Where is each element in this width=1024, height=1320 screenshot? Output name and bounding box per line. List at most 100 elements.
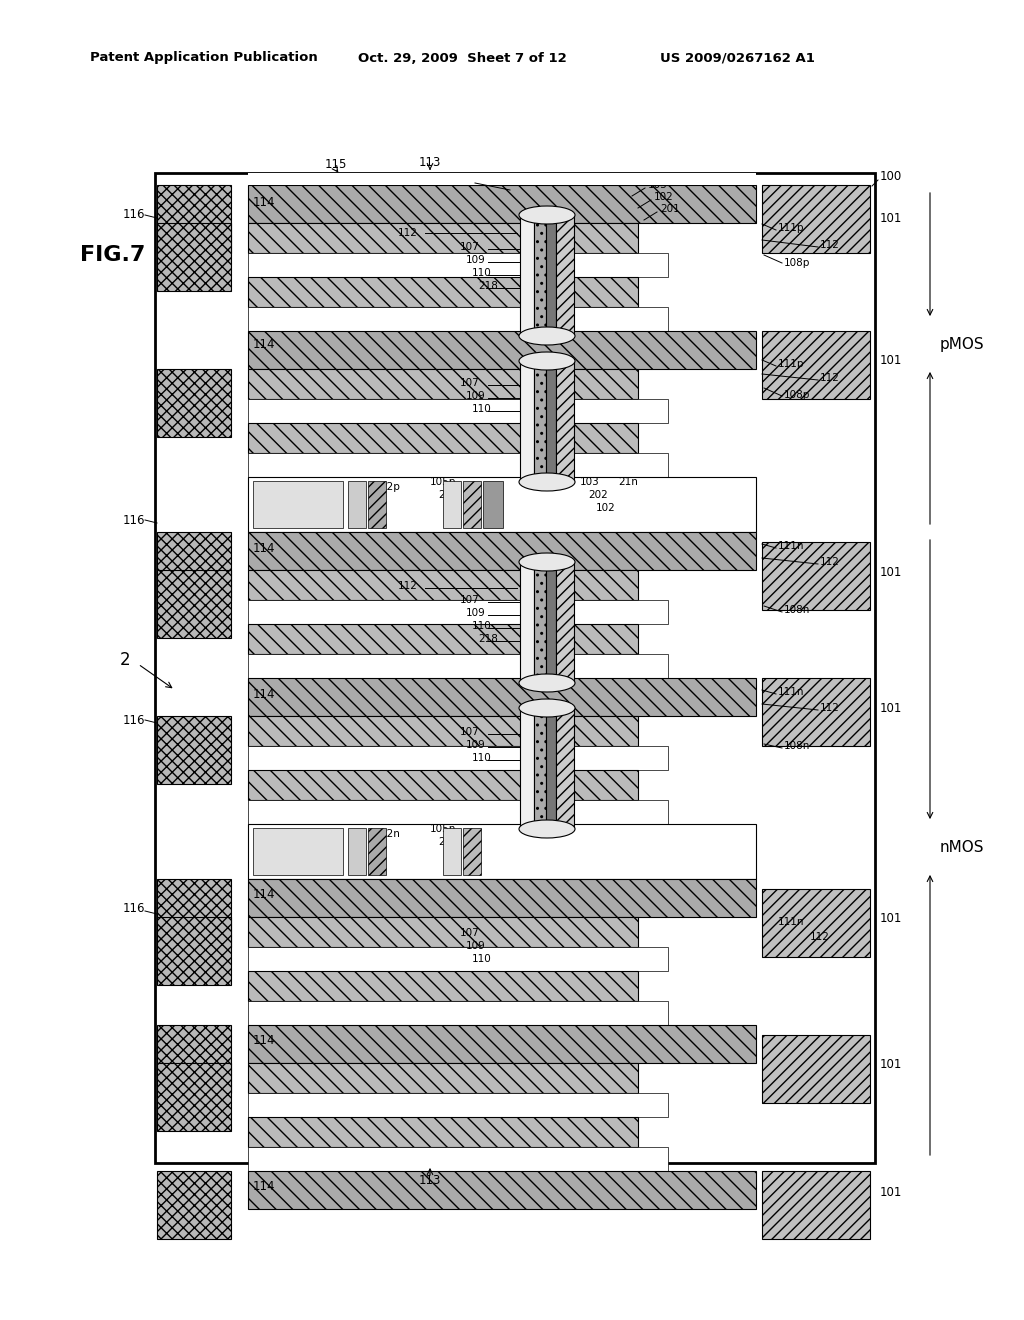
Bar <box>248 1093 668 1117</box>
Ellipse shape <box>519 352 575 370</box>
Ellipse shape <box>519 675 575 692</box>
Bar <box>546 215 556 337</box>
Text: 103: 103 <box>580 477 600 487</box>
Text: 105n: 105n <box>430 824 457 834</box>
Text: 108p: 108p <box>784 257 810 268</box>
Bar <box>157 1026 231 1093</box>
Bar <box>248 800 668 824</box>
Bar <box>248 253 668 277</box>
Bar <box>248 946 668 972</box>
Text: 114: 114 <box>253 688 275 701</box>
Bar <box>546 708 556 829</box>
Ellipse shape <box>519 206 575 224</box>
Bar <box>556 708 574 829</box>
Text: 108n: 108n <box>784 741 810 751</box>
Text: 101: 101 <box>880 355 902 367</box>
Bar <box>483 480 503 528</box>
Bar <box>155 173 874 1163</box>
Text: 110: 110 <box>472 752 492 763</box>
Bar <box>762 1035 870 1104</box>
Text: 103: 103 <box>648 180 668 190</box>
Text: 204: 204 <box>438 837 458 847</box>
Text: pMOS: pMOS <box>940 337 985 351</box>
Text: 112: 112 <box>398 581 418 591</box>
Bar <box>248 453 668 477</box>
Text: 107: 107 <box>460 378 480 388</box>
Text: 107: 107 <box>460 727 480 737</box>
Bar <box>248 331 756 370</box>
Bar <box>248 972 638 1001</box>
Text: 111n: 111n <box>778 541 805 550</box>
Text: 102: 102 <box>596 503 615 513</box>
Text: 101: 101 <box>880 211 902 224</box>
Bar <box>248 477 756 532</box>
Text: 112: 112 <box>820 240 840 249</box>
Text: 112: 112 <box>820 704 840 713</box>
Bar <box>253 828 343 875</box>
Bar <box>762 185 870 253</box>
Bar <box>248 1063 638 1093</box>
Text: 114: 114 <box>253 541 275 554</box>
Bar <box>248 715 638 746</box>
Bar <box>520 708 534 829</box>
Text: 107: 107 <box>460 242 480 252</box>
Text: 116: 116 <box>123 903 145 916</box>
Text: 2: 2 <box>120 651 131 669</box>
Bar <box>157 879 231 946</box>
Text: 101: 101 <box>880 565 902 578</box>
Bar <box>368 828 386 875</box>
Text: 21p: 21p <box>450 173 472 186</box>
Text: 22p: 22p <box>380 482 400 492</box>
Text: 116: 116 <box>123 513 145 527</box>
Text: 101: 101 <box>880 912 902 925</box>
Bar <box>248 1117 638 1147</box>
Text: 22n: 22n <box>380 829 400 840</box>
Text: 109: 109 <box>466 741 485 750</box>
Text: 108n: 108n <box>784 605 810 615</box>
Text: 110: 110 <box>472 404 492 414</box>
Bar <box>248 678 756 715</box>
Bar <box>248 532 756 570</box>
Bar <box>534 708 546 829</box>
Text: 111n: 111n <box>778 917 805 927</box>
Text: 101: 101 <box>880 1059 902 1072</box>
Bar <box>525 399 567 428</box>
Text: 114: 114 <box>253 195 275 209</box>
Text: Oct. 29, 2009  Sheet 7 of 12: Oct. 29, 2009 Sheet 7 of 12 <box>358 51 566 65</box>
Bar <box>534 215 546 337</box>
Text: 112: 112 <box>820 374 840 383</box>
Text: 113: 113 <box>419 1175 441 1188</box>
Text: 114: 114 <box>253 1180 275 1193</box>
Text: 107: 107 <box>460 595 480 605</box>
Bar <box>248 173 756 185</box>
Text: 114: 114 <box>253 1035 275 1048</box>
Text: FIG.7: FIG.7 <box>80 246 145 265</box>
Bar <box>248 570 638 601</box>
Text: 201: 201 <box>660 205 680 214</box>
Text: 218: 218 <box>478 281 498 290</box>
Text: 111p: 111p <box>778 359 805 370</box>
Bar <box>248 746 668 770</box>
Bar <box>157 1063 231 1131</box>
Bar <box>525 746 567 775</box>
Bar <box>520 360 534 482</box>
Ellipse shape <box>519 327 575 345</box>
Bar <box>253 480 343 528</box>
Text: 107: 107 <box>460 928 480 939</box>
Text: 100: 100 <box>880 170 902 183</box>
Text: 109: 109 <box>466 255 485 265</box>
Bar <box>520 215 534 337</box>
Bar <box>463 480 481 528</box>
Text: 111n: 111n <box>778 686 805 697</box>
Bar <box>546 360 556 482</box>
Bar <box>534 360 546 482</box>
Bar <box>556 360 574 482</box>
Bar <box>248 770 638 800</box>
Text: 112: 112 <box>398 228 418 238</box>
Text: 116: 116 <box>123 714 145 726</box>
Bar <box>348 480 366 528</box>
Ellipse shape <box>519 820 575 838</box>
Text: 109: 109 <box>466 941 485 950</box>
Bar <box>157 570 231 638</box>
Text: 202: 202 <box>588 490 608 500</box>
